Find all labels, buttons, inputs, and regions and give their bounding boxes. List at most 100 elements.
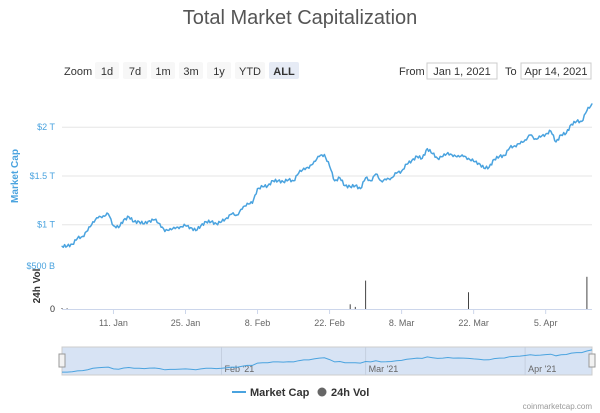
market-cap-point	[416, 155, 418, 158]
zoom-button-group: 1d 7d 1m 3m 1y YTD ALL	[95, 62, 299, 79]
market-cap-point	[478, 162, 480, 164]
main-gridlines	[62, 126, 592, 226]
market-cap-point	[426, 148, 428, 150]
market-cap-point	[205, 221, 207, 223]
market-cap-point	[308, 167, 310, 169]
market-cap-point	[344, 185, 346, 187]
legend-item-market-cap[interactable]: Market Cap	[250, 387, 310, 399]
market-cap-point	[241, 208, 243, 210]
zoom-button-label: 1y	[213, 66, 225, 78]
market-cap-point	[509, 147, 511, 149]
market-cap-point	[154, 219, 156, 221]
volume-tick-label: 0	[50, 304, 55, 314]
market-cap-point	[431, 153, 434, 155]
market-cap-point	[483, 167, 485, 169]
from-label: From	[399, 66, 425, 78]
navigator[interactable]: Feb '21 Mar '21 Apr '21	[58, 346, 596, 376]
zoom-button-1m[interactable]	[151, 62, 175, 79]
market-cap-point	[200, 225, 202, 227]
market-cap-point	[195, 230, 197, 232]
market-cap-point	[524, 139, 526, 141]
market-cap-point	[246, 202, 248, 204]
legend-marker-volume	[317, 387, 327, 397]
market-cap-point	[493, 158, 495, 160]
y-tick-label: $1.5 T	[30, 171, 56, 181]
market-cap-point	[334, 180, 336, 182]
zoom-button-all[interactable]	[269, 62, 299, 79]
market-cap-point	[354, 185, 356, 187]
market-cap-point	[118, 227, 120, 229]
volume-axis-label: 24h Vol	[32, 268, 43, 303]
market-cap-point	[87, 230, 89, 232]
zoom-button-7d[interactable]	[123, 62, 147, 79]
market-cap-point	[298, 172, 300, 174]
market-cap-point	[71, 243, 73, 245]
chart-title: Total Market Capitalization	[183, 7, 418, 29]
market-cap-point	[303, 167, 305, 169]
market-cap-point	[82, 235, 84, 237]
market-cap-point	[236, 214, 238, 216]
legend: Market Cap 24h Vol	[232, 387, 369, 399]
market-cap-point	[256, 188, 259, 190]
market-cap-point	[539, 136, 542, 138]
market-cap-point	[267, 185, 269, 187]
market-cap-point	[226, 217, 228, 219]
market-cap-point	[576, 120, 578, 122]
market-cap-point	[277, 180, 279, 182]
market-cap-point	[97, 217, 99, 219]
market-cap-point	[148, 220, 151, 222]
market-cap-point	[534, 138, 537, 140]
market-cap-point	[467, 157, 470, 159]
market-cap-point	[380, 180, 382, 182]
navigator-tick-label: Feb '21	[225, 364, 255, 374]
y-tick-label: $1 T	[37, 220, 55, 230]
market-cap-point	[318, 155, 320, 158]
market-cap-point	[488, 166, 490, 168]
zoom-button-1y[interactable]	[207, 62, 231, 79]
market-cap-point	[555, 141, 557, 143]
market-cap-point	[210, 221, 212, 223]
zoom-button-1d[interactable]	[95, 62, 119, 79]
market-cap-point	[272, 180, 274, 182]
market-cap-point	[190, 227, 192, 229]
navigator-left-handle[interactable]	[58, 353, 66, 368]
x-tick-label: 5. Apr	[534, 318, 558, 328]
to-date-input[interactable]	[520, 62, 592, 80]
zoom-button-ytd[interactable]	[235, 62, 265, 79]
from-date-input[interactable]	[426, 62, 498, 80]
volume-tick-label: $500 B	[26, 261, 55, 271]
market-cap-point	[282, 181, 284, 183]
market-cap-point	[323, 153, 325, 156]
market-cap-point	[565, 132, 567, 134]
navigator-window[interactable]	[61, 346, 593, 376]
market-cap-point	[76, 237, 78, 239]
legend-item-volume[interactable]: 24h Vol	[331, 387, 369, 399]
zoom-button-label: 3m	[183, 66, 198, 78]
plot-area: $1 T $1.5 T $2 T Market Cap	[10, 103, 593, 249]
navigator-tick-label: Mar '21	[369, 364, 399, 374]
market-cap-point	[329, 165, 331, 167]
market-cap-point	[220, 221, 223, 223]
market-cap-point	[545, 133, 547, 135]
market-cap-point	[550, 130, 552, 132]
market-cap-point	[339, 177, 341, 179]
market-cap-point	[591, 103, 593, 105]
market-cap-point	[123, 219, 125, 221]
credit-text[interactable]: coinmarketcap.com	[523, 402, 593, 411]
market-cap-point	[102, 215, 104, 217]
market-cap-point	[128, 216, 130, 218]
zoom-button-3m[interactable]	[179, 62, 203, 79]
x-tick-label: 25. Jan	[171, 318, 201, 328]
to-label: To	[505, 66, 517, 78]
market-cap-point	[437, 157, 439, 159]
market-cap-point	[133, 221, 135, 223]
market-cap-point	[92, 221, 94, 223]
to-date-value: Apr 14, 2021	[525, 66, 588, 78]
market-cap-point	[473, 160, 475, 162]
navigator-right-handle[interactable]	[588, 353, 596, 368]
market-cap-point	[251, 202, 253, 204]
market-cap-point	[401, 170, 403, 172]
market-cap-point	[375, 173, 377, 175]
market-cap-axis-label: Market Cap	[10, 149, 21, 203]
